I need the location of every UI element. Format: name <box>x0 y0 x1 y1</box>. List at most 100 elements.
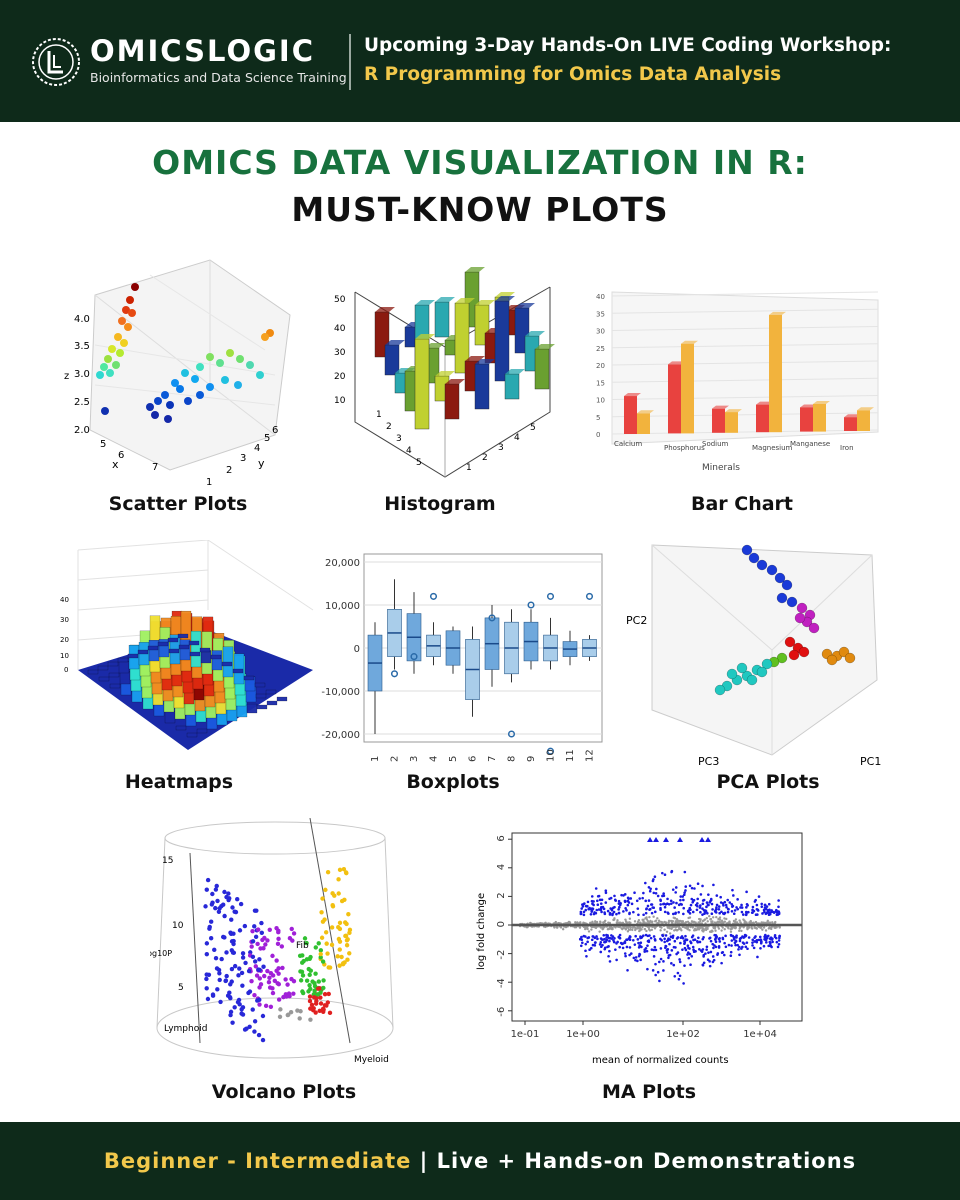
bar-top <box>624 393 641 397</box>
volcano-point <box>265 968 270 974</box>
volcano-y-label: -log10P <box>150 949 172 958</box>
ma-point-blue <box>666 897 669 901</box>
bar <box>857 410 870 431</box>
ma-point-blue <box>682 893 686 897</box>
pca-point <box>796 602 808 614</box>
bar-category-label: Calcium <box>614 440 642 448</box>
ma-point-gray <box>723 920 727 923</box>
ma-point-blue <box>666 948 670 951</box>
volcano-point <box>336 925 341 930</box>
bar-gridline <box>611 326 879 331</box>
heatmap-bar <box>256 704 268 710</box>
hist-z-tick: 30 <box>334 348 346 358</box>
scatter-point <box>101 407 109 415</box>
volcano-point <box>336 891 341 896</box>
ma-point-blue <box>639 941 643 945</box>
ma-point-blue <box>722 912 726 916</box>
ma-point-gray <box>693 929 696 932</box>
heat-z-tick: 30 <box>60 616 69 624</box>
ma-point-blue <box>686 953 689 956</box>
ma-point-blue <box>667 956 670 960</box>
bar-y-tick: 0 <box>596 431 600 439</box>
histogram-bar-top <box>435 297 455 302</box>
volcano-point <box>217 906 222 911</box>
ma-point-gray <box>674 928 677 931</box>
ma-point-blue <box>690 897 694 901</box>
ma-point-blue <box>618 936 622 940</box>
box-x-tick: 12 <box>585 749 596 762</box>
ma-point-gray <box>773 926 776 929</box>
box-y-tick: -10,000 <box>321 687 360 698</box>
volcano-point <box>208 919 214 924</box>
ma-point-blue <box>633 943 637 946</box>
box-y-tick: 20,000 <box>325 558 360 569</box>
ma-point-blue <box>674 911 677 915</box>
brand-tagline: Bioinformatics and Data Science Training <box>90 70 347 85</box>
volcano-point <box>252 924 257 929</box>
volcano-point <box>242 1027 248 1032</box>
ma-point-blue <box>604 901 608 904</box>
histogram-bar <box>494 300 510 382</box>
ma-point-blue <box>676 971 680 975</box>
ma-point-blue <box>591 943 595 947</box>
ma-point-gray <box>680 929 683 932</box>
bar <box>624 396 637 434</box>
ma-point-gray <box>723 928 726 931</box>
bar-y-tick: 5 <box>596 414 600 422</box>
ma-point-blue <box>681 895 685 898</box>
volcano-point <box>298 1009 303 1014</box>
heatmap-bar <box>177 633 189 639</box>
hist-z-tick: 10 <box>334 396 346 406</box>
ma-point-blue <box>598 898 602 902</box>
ma-point-gray <box>750 921 754 925</box>
ma-point-blue <box>719 901 723 904</box>
ma-point-blue <box>723 941 726 945</box>
ma-point-blue <box>705 945 709 949</box>
ma-point-blue <box>696 904 699 908</box>
volcano-point <box>222 935 227 940</box>
volcano-point <box>313 971 318 976</box>
ma-point-blue <box>679 941 682 945</box>
ma-point-blue <box>776 945 780 949</box>
ma-point-blue <box>767 902 771 906</box>
ma-point-blue <box>654 962 657 966</box>
scatter-point <box>118 317 126 325</box>
scatter-y2-tick: 1 <box>206 477 212 485</box>
ma-point-blue <box>592 903 595 907</box>
volcano-point <box>210 993 216 998</box>
ma-point-blue <box>726 910 730 914</box>
bar-top <box>844 414 861 418</box>
heatmap-bar <box>190 630 202 668</box>
ma-point-gray <box>739 921 742 924</box>
box-x-tick: 10 <box>546 749 557 762</box>
volcano-point <box>323 930 329 935</box>
ma-point-gray <box>616 919 619 922</box>
ma-point-gray <box>718 920 721 924</box>
ma-point-blue <box>613 894 616 898</box>
ma-point-gray <box>614 926 617 929</box>
pca-point <box>756 559 768 571</box>
heatmap-bar <box>87 669 99 675</box>
scatter-point <box>146 403 154 411</box>
ma-point-blue <box>741 913 745 916</box>
volcano-point <box>223 978 229 983</box>
volcano-point <box>246 968 252 974</box>
ma-point-blue <box>751 941 754 944</box>
pca-point <box>726 668 738 680</box>
volcano-point <box>250 939 256 944</box>
volcano-point <box>322 992 328 997</box>
scatter-point <box>171 379 179 387</box>
volcano-point <box>217 977 222 983</box>
ma-point-blue <box>763 903 767 907</box>
volcano-point <box>320 959 326 964</box>
volcano-point <box>203 904 208 909</box>
volcano-point <box>317 1008 322 1014</box>
ma-point-blue <box>582 910 586 914</box>
ma-point-blue <box>745 890 748 894</box>
ma-point-gray <box>686 928 689 931</box>
scatter-point <box>131 283 139 291</box>
bar-gridline <box>611 343 879 349</box>
ma-point-gray <box>594 920 597 923</box>
histogram-bar <box>384 344 400 376</box>
volcano-point <box>329 925 335 930</box>
